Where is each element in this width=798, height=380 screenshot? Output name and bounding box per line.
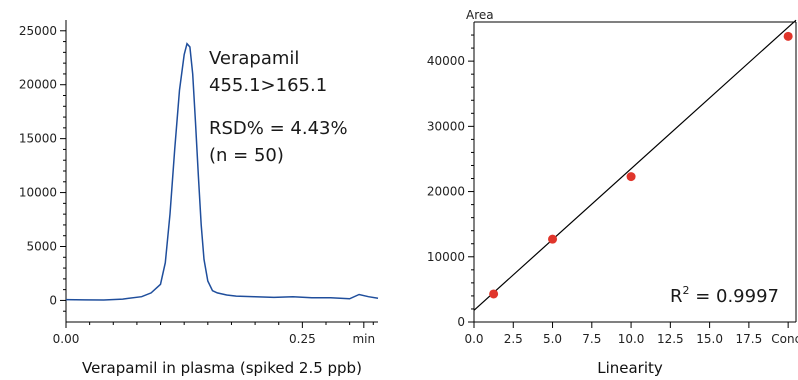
chromatogram-x-tick-label: min — [352, 332, 375, 346]
linearity-y-ticks: 0 10000 20000 30000 40000 — [427, 34, 474, 329]
annotation-compound: Verapamil — [209, 48, 299, 69]
linearity-x-tick-label: 17.5 — [736, 332, 763, 346]
linearity-y-tick-label: 10000 — [427, 250, 465, 264]
chromatogram-y-tick-label: 15000 — [19, 132, 57, 146]
chromatogram-caption: Verapamil in plasma (spiked 2.5 ppb) — [82, 359, 362, 377]
chromatogram-y-ticks: 0 5000 10000 15000 20000 25000 — [19, 24, 66, 312]
linearity-y-tick-label: 0 — [457, 315, 465, 329]
chromatogram-y-tick-label: 5000 — [26, 240, 57, 254]
linearity-caption: Linearity — [597, 359, 663, 377]
linearity-plot-frame — [473, 21, 797, 323]
chromatogram-y-tick-label: 25000 — [19, 24, 57, 38]
calibration-point — [783, 31, 793, 41]
chromatogram-x-tick-label: 0.25 — [289, 332, 316, 346]
chromatogram-panel: 0 5000 10000 15000 20000 25000 0.00 0.25 min Ve… — [19, 20, 379, 377]
r-squared-value: = 0.9997 — [689, 286, 779, 307]
linearity-panel: Area 0 10000 20000 30000 40000 0.0 2.5 5.0 7.5 1… — [427, 8, 798, 377]
r-squared-label: R2 = 0.9997 — [670, 284, 779, 307]
linearity-y-tick-label: 40000 — [427, 54, 465, 68]
linearity-y-axis-label: Area — [466, 8, 494, 22]
chromatogram-y-tick-label: 10000 — [19, 186, 57, 200]
chromatogram-trace — [65, 42, 379, 301]
chromatogram-x-ticks: 0.00 0.25 min — [53, 322, 375, 346]
linearity-y-tick-label: 30000 — [427, 119, 465, 133]
linearity-points — [489, 31, 793, 299]
r-squared-exponent: 2 — [682, 284, 689, 297]
linearity-x-tick-label: Conc. — [771, 332, 798, 346]
chromatogram-y-tick-label: 20000 — [19, 78, 57, 92]
linearity-x-tick-label: 0.0 — [464, 332, 483, 346]
calibration-point — [626, 172, 636, 182]
chromatogram-y-tick-label: 0 — [49, 293, 57, 307]
linearity-x-tick-label: 5.0 — [543, 332, 562, 346]
annotation-n: (n = 50) — [209, 145, 284, 166]
linearity-x-tick-label: 2.5 — [504, 332, 523, 346]
calibration-point — [548, 234, 558, 244]
linearity-x-tick-label: 15.0 — [696, 332, 723, 346]
linearity-y-tick-label: 20000 — [427, 185, 465, 199]
chromatogram-x-tick-label: 0.00 — [53, 332, 80, 346]
linearity-x-tick-label: 12.5 — [657, 332, 684, 346]
linearity-x-tick-label: 7.5 — [582, 332, 601, 346]
r-squared-symbol: R — [670, 286, 683, 307]
linearity-x-ticks: 0.0 2.5 5.0 7.5 10.0 12.5 15.0 17.5 Conc. — [464, 322, 798, 346]
annotation-rsd: RSD% = 4.43% — [209, 118, 348, 139]
annotation-transition: 455.1>165.1 — [209, 75, 327, 96]
calibration-point — [489, 289, 499, 299]
regression-line — [473, 19, 797, 311]
linearity-x-tick-label: 10.0 — [618, 332, 645, 346]
